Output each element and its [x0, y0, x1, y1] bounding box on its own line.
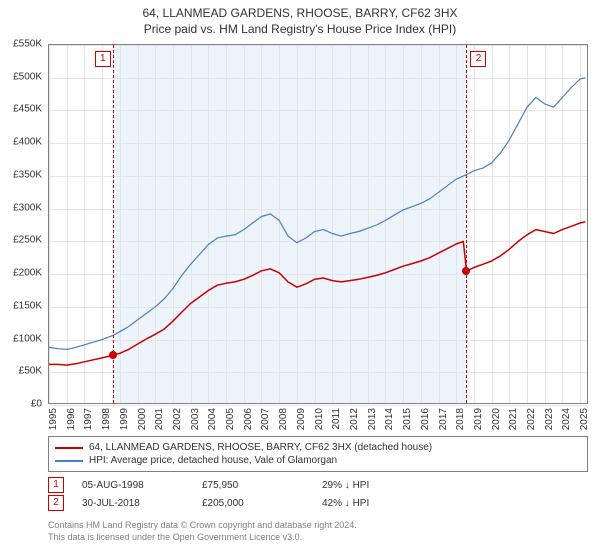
legend-item-hpi: HPI: Average price, detached house, Vale…	[55, 454, 581, 467]
x-tick-label: 2025	[579, 408, 590, 430]
x-tick-label: 2022	[526, 408, 537, 430]
sale-marker-line-1	[113, 45, 114, 403]
legend-swatch-hpi	[55, 460, 83, 462]
x-tick-label: 2008	[278, 408, 289, 430]
sale-dot-1	[109, 351, 117, 359]
sales-table: 1 05-AUG-1998 £75,950 29% ↓ HPI 2 30-JUL…	[48, 476, 588, 512]
sale-marker-2: 2	[48, 495, 64, 511]
sale-marker-box-1: 1	[95, 51, 111, 67]
x-tick-label: 2002	[172, 408, 183, 430]
line-chart-svg	[49, 45, 589, 405]
x-tick-label: 1998	[101, 408, 112, 430]
sale-marker-box-2: 2	[470, 51, 486, 67]
y-tick-label: £550K	[0, 39, 42, 50]
x-tick-label: 2005	[225, 408, 236, 430]
y-tick-label: £350K	[0, 169, 42, 180]
x-tick-label: 2007	[260, 408, 271, 430]
x-tick-label: 1999	[119, 408, 130, 430]
y-tick-label: £150K	[0, 300, 42, 311]
figure-root: 64, LLANMEAD GARDENS, RHOOSE, BARRY, CF6…	[0, 0, 600, 560]
series-hpi	[49, 78, 586, 350]
x-tick-label: 2018	[455, 408, 466, 430]
title-block: 64, LLANMEAD GARDENS, RHOOSE, BARRY, CF6…	[0, 0, 600, 36]
sale-delta-1: 29% ↓ HPI	[322, 480, 442, 491]
y-tick-label: £400K	[0, 137, 42, 148]
y-tick-label: £450K	[0, 104, 42, 115]
sale-marker-1: 1	[48, 477, 64, 493]
credit-block: Contains HM Land Registry data © Crown c…	[48, 520, 588, 543]
x-tick-label: 2020	[491, 408, 502, 430]
x-tick-label: 1996	[66, 408, 77, 430]
y-tick-label: £0	[0, 399, 42, 410]
y-tick-label: £250K	[0, 235, 42, 246]
x-tick-label: 2001	[154, 408, 165, 430]
x-tick-label: 2021	[508, 408, 519, 430]
legend-swatch-property	[55, 447, 83, 449]
legend-label-hpi: HPI: Average price, detached house, Vale…	[89, 455, 337, 466]
x-tick-label: 2019	[473, 408, 484, 430]
x-tick-label: 2009	[296, 408, 307, 430]
x-tick-label: 2023	[544, 408, 555, 430]
x-tick-label: 2017	[438, 408, 449, 430]
y-tick-label: £50K	[0, 366, 42, 377]
sale-price-1: £75,950	[202, 480, 322, 491]
x-tick-label: 2024	[561, 408, 572, 430]
x-tick-label: 2015	[402, 408, 413, 430]
grid-h	[49, 405, 587, 406]
x-tick-label: 2016	[420, 408, 431, 430]
sale-row-1: 1 05-AUG-1998 £75,950 29% ↓ HPI	[48, 476, 588, 494]
credit-line1: Contains HM Land Registry data © Crown c…	[48, 520, 588, 532]
x-tick-label: 1997	[83, 408, 94, 430]
y-tick-label: £200K	[0, 268, 42, 279]
chart-area: 12 £0£50K£100K£150K£200K£250K£300K£350K£…	[48, 44, 588, 404]
legend-box: 64, LLANMEAD GARDENS, RHOOSE, BARRY, CF6…	[48, 436, 588, 472]
x-tick-label: 2014	[384, 408, 395, 430]
title-line2: Price paid vs. HM Land Registry's House …	[0, 22, 600, 36]
x-tick-label: 2011	[331, 408, 342, 430]
sale-marker-line-2	[466, 45, 467, 403]
sale-row-2: 2 30-JUL-2018 £205,000 42% ↓ HPI	[48, 494, 588, 512]
x-tick-label: 2012	[349, 408, 360, 430]
y-tick-label: £100K	[0, 333, 42, 344]
y-tick-label: £300K	[0, 202, 42, 213]
credit-line2: This data is licensed under the Open Gov…	[48, 532, 588, 544]
title-line1: 64, LLANMEAD GARDENS, RHOOSE, BARRY, CF6…	[0, 6, 600, 20]
x-tick-label: 2013	[367, 408, 378, 430]
sale-dot-2	[462, 267, 470, 275]
x-tick-label: 2010	[314, 408, 325, 430]
x-tick-label: 2000	[137, 408, 148, 430]
sale-delta-2: 42% ↓ HPI	[322, 498, 442, 509]
legend-label-property: 64, LLANMEAD GARDENS, RHOOSE, BARRY, CF6…	[89, 442, 432, 453]
legend-item-property: 64, LLANMEAD GARDENS, RHOOSE, BARRY, CF6…	[55, 441, 581, 454]
x-tick-label: 1995	[48, 408, 59, 430]
plot-box: 12	[48, 44, 588, 404]
sale-price-2: £205,000	[202, 498, 322, 509]
sale-date-2: 30-JUL-2018	[82, 498, 202, 509]
y-tick-label: £500K	[0, 71, 42, 82]
x-tick-label: 2003	[190, 408, 201, 430]
series-property	[49, 222, 586, 365]
x-tick-label: 2006	[243, 408, 254, 430]
sale-date-1: 05-AUG-1998	[82, 480, 202, 491]
x-tick-label: 2004	[207, 408, 218, 430]
